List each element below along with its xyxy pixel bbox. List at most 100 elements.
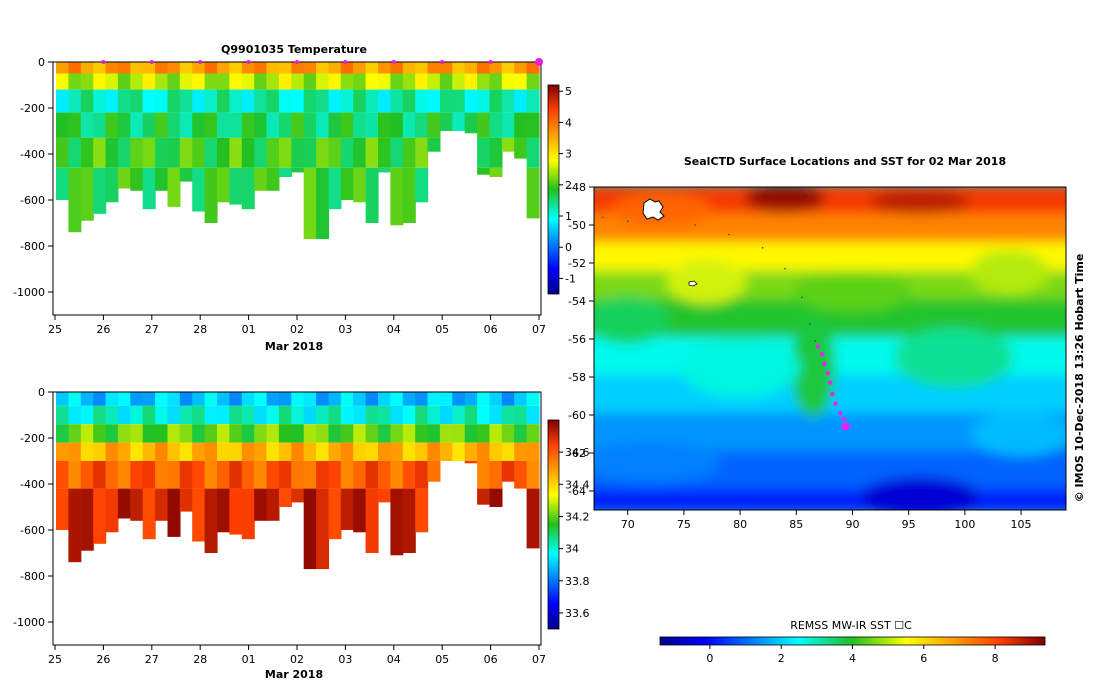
section-cell (328, 442, 342, 461)
section-cell (526, 112, 540, 138)
section-cell (514, 442, 528, 461)
section-cell (464, 392, 478, 406)
section-cell (526, 392, 540, 406)
section-cell (489, 392, 503, 406)
section-cell (56, 424, 69, 443)
section-cell (489, 167, 503, 177)
section-cell (316, 442, 330, 461)
section-cell (489, 461, 503, 489)
map-x-tick-label: 75 (677, 518, 691, 531)
section-cell (415, 405, 429, 425)
section-cell (56, 89, 69, 113)
section-cell (340, 461, 354, 489)
section-cell (291, 461, 305, 489)
temperature-colorbar (547, 84, 560, 295)
section-cell (526, 461, 540, 489)
heard-island (688, 280, 698, 287)
section-cell (130, 112, 144, 138)
temperature-x-caption: Mar 2018 (265, 340, 323, 353)
section-cell (489, 112, 503, 138)
section-cell (464, 442, 478, 461)
section-cell (155, 73, 169, 90)
section-cell (93, 89, 107, 113)
map-y-tick-label: -52 (568, 257, 586, 270)
section-cell (278, 424, 292, 443)
section-cell (501, 73, 515, 90)
section-cell (353, 167, 367, 203)
section-cell (464, 112, 478, 134)
section-cell (427, 89, 441, 113)
profile-day-marker (295, 60, 299, 64)
section-cell (179, 442, 193, 461)
x-tick-label: 07 (532, 653, 546, 666)
section-cell (489, 73, 503, 90)
section-cell (229, 424, 243, 443)
section-cell (514, 405, 528, 425)
colorbar-tick-label: 34.2 (565, 510, 590, 523)
section-cell (155, 442, 169, 461)
y-tick-label: -400 (20, 148, 45, 161)
section-cell (477, 89, 491, 113)
section-cell (328, 112, 342, 138)
colorbar-tick-label: 33.6 (565, 607, 590, 620)
sst-colorbar-tick-label: 2 (778, 652, 785, 665)
section-cell (155, 167, 169, 191)
section-cell (142, 488, 156, 540)
colorbar-tick-label: 4 (565, 116, 572, 129)
section-cell (155, 424, 169, 443)
track-past-point (626, 220, 629, 222)
section-cell (254, 424, 268, 443)
section-cell (192, 137, 206, 168)
sst-feature (680, 337, 801, 398)
section-cell (291, 137, 305, 168)
section-cell (117, 62, 131, 74)
track-point (819, 352, 825, 357)
section-cell (93, 442, 107, 461)
section-cell (477, 442, 491, 461)
section-cell (278, 62, 292, 74)
section-cell (452, 442, 466, 461)
sst-feature (745, 187, 826, 213)
section-cell (353, 405, 367, 425)
seal-track (602, 212, 850, 431)
section-cell (316, 424, 330, 443)
section-cell (179, 461, 193, 489)
section-cell (390, 112, 404, 138)
section-cell (155, 405, 169, 425)
section-cell (365, 89, 379, 113)
section-cell (452, 62, 466, 74)
section-cell (217, 112, 230, 138)
section-cell (167, 461, 181, 489)
section-cell (130, 488, 144, 521)
temperature-axes: 25 26 27 28 01 02 03 04 05 06 07 0 -200 -400 -600 -800 -… (13, 56, 546, 336)
section-cell (68, 112, 82, 138)
section-cell (365, 137, 379, 168)
section-cell (464, 62, 478, 74)
profile-day-marker (440, 60, 445, 64)
section-cell (415, 137, 429, 168)
section-cell (266, 73, 280, 90)
map-x-tick-label: 70 (621, 518, 635, 531)
section-cell (241, 461, 255, 489)
section-cell (56, 73, 69, 90)
section-cell (142, 442, 156, 461)
sst-map-panel: SealCTD Surface Locations and SST for 02… (568, 155, 1086, 665)
section-cell (340, 488, 354, 530)
section-cell (328, 392, 342, 406)
section-cell (353, 62, 367, 74)
section-cell (378, 488, 391, 503)
section-cell (254, 392, 268, 406)
map-y-tick-label: -62 (568, 447, 586, 460)
section-cell (229, 137, 243, 168)
sst-colorbar-tick-label: 6 (920, 652, 927, 665)
section-cell (179, 488, 193, 512)
section-cell (254, 89, 268, 113)
section-cell (378, 89, 391, 113)
section-cell (142, 137, 156, 168)
section-cell (452, 392, 466, 406)
section-cell (365, 424, 379, 443)
section-cell (278, 73, 292, 90)
section-cell (278, 488, 292, 507)
section-cell (402, 488, 416, 553)
track-past-point (801, 296, 803, 299)
